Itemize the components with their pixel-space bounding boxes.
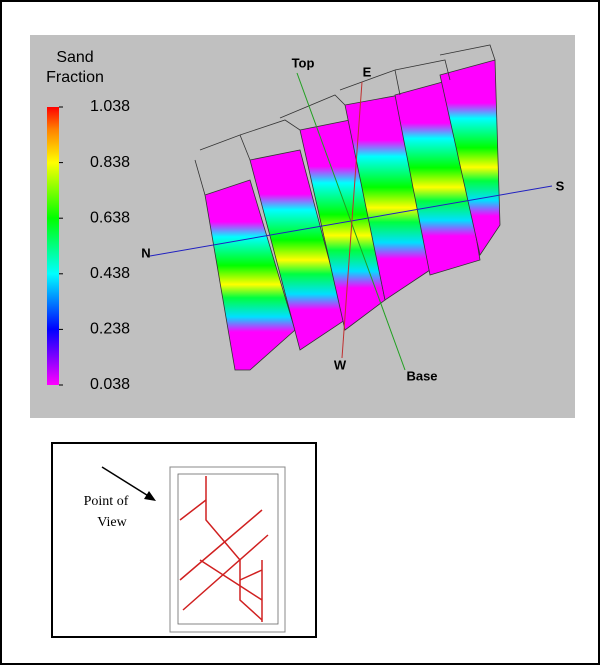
label-east: E — [363, 64, 372, 79]
fence-panel — [394, 79, 481, 276]
fence-panel — [204, 179, 296, 371]
label-top: Top — [292, 55, 315, 70]
fence-outline — [199, 44, 496, 161]
label-north: N — [141, 245, 150, 260]
arrow — [101, 466, 151, 498]
colorbar-tick-label: 0.238 — [90, 321, 130, 338]
colorbar-tick-label: 0.638 — [90, 209, 130, 226]
map-sections — [179, 476, 269, 622]
label-base: Base — [406, 368, 437, 383]
label-west: W — [334, 357, 347, 372]
inset-label: View — [97, 515, 127, 530]
label-south: S — [556, 178, 565, 193]
map-area — [177, 473, 279, 625]
colorbar-title: Fraction — [46, 69, 104, 86]
axis-ew — [341, 81, 363, 359]
colorbar-tick-label: 1.038 — [90, 98, 130, 115]
colorbar-title: Sand — [56, 49, 93, 66]
arrow-head — [144, 491, 156, 501]
fence-panel — [439, 59, 501, 257]
colorbar-tick-label: 0.838 — [90, 154, 130, 171]
colorbar-tick-label: 0.038 — [90, 376, 130, 393]
colorbar-tick-label: 0.438 — [90, 265, 130, 282]
axis-vertical — [296, 72, 406, 371]
colorbar — [47, 107, 59, 385]
fence-diagram — [194, 44, 501, 371]
inset-label: Point of — [84, 494, 129, 509]
